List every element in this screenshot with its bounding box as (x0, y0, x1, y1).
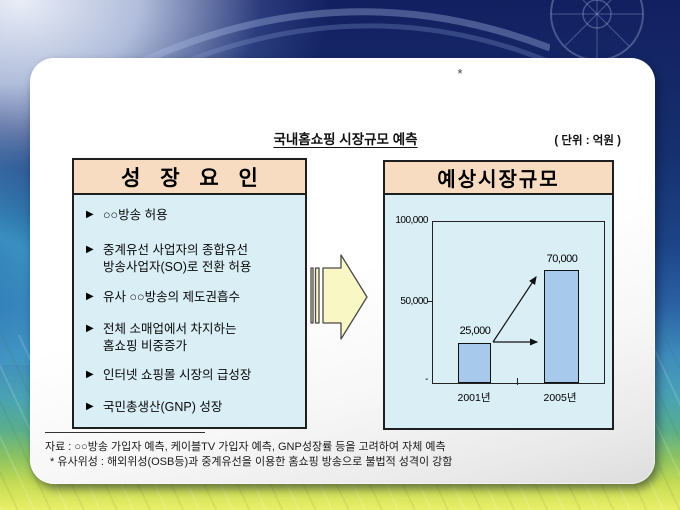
market-chart-area: 100,000 50,000 - 25,000 70,000 (385, 195, 612, 428)
market-size-header: 예상시장규모 (385, 162, 612, 195)
triangle-bullet-icon: ▶ (86, 244, 94, 255)
bar-value-label: 70,000 (546, 253, 578, 265)
y-axis-tick-label: 50,000 (400, 296, 428, 307)
list-item: ▶ 국민총생산(GNP) 성장 (86, 399, 297, 416)
bar-value-label: 25,000 (459, 325, 491, 337)
y-axis-tick-label: 100,000 (395, 215, 428, 226)
source-note: 자료 : ○○방송 가입자 예측, 케이블TV 가입자 예측, GNP성장률 등… (45, 441, 446, 453)
list-item: ▶ 인터넷 쇼핑몰 시장의 급성장 (86, 367, 297, 384)
x-axis-category-label: 2005년 (543, 392, 577, 404)
list-item: ▶ 유사 ○○방송의 제도권흡수 (86, 289, 297, 306)
list-item-line1: 전체 소매업에서 차지하는 (103, 322, 237, 336)
list-item: ▶ 중계유선 사업자의 종합유선 방송사업자(SO)로 전환 허용 (86, 242, 297, 276)
triangle-bullet-icon: ▶ (86, 369, 94, 380)
list-item: ▶ 전체 소매업에서 차지하는 홈쇼핑 비중증가 (86, 321, 297, 355)
list-item-line1: 중계유선 사업자의 종합유선 (103, 243, 248, 257)
y-axis-tick-label: - (425, 374, 428, 385)
triangle-bullet-icon: ▶ (86, 323, 94, 334)
list-item-text: 유사 ○○방송의 제도권흡수 (103, 290, 241, 304)
striped-right-arrow-icon (310, 254, 368, 340)
triangle-bullet-icon: ▶ (86, 291, 94, 302)
triangle-bullet-icon: ▶ (86, 401, 94, 412)
footnote-divider (45, 432, 205, 433)
unit-label: ( 단위 : 억원 ) (554, 135, 621, 147)
slide-note-star: * (457, 66, 463, 81)
footnote-note: * 유사위성 : 해외위성(OSB등)과 중계유선을 이용한 홈쇼핑 방송으로 … (50, 456, 453, 468)
list-item-text: 인터넷 쇼핑몰 시장의 급성장 (103, 368, 252, 382)
slide-title: 국내홈쇼핑 시장규모 예측 (273, 132, 418, 147)
growth-factors-box: 성 장 요 인 ▶ ○○방송 허용 ▶ 중계유선 사업자의 종합유선 방송사업자… (72, 158, 307, 429)
list-item: ▶ ○○방송 허용 (86, 207, 297, 224)
growth-factors-list: ▶ ○○방송 허용 ▶ 중계유선 사업자의 종합유선 방송사업자(SO)로 전환… (74, 195, 305, 416)
slide-content-panel: * 국내홈쇼핑 시장규모 예측 ( 단위 : 억원 ) 성 장 요 인 ▶ ○○… (30, 58, 655, 484)
chart-plot-area: 25,000 70,000 (432, 221, 605, 384)
x-axis-tick-mark (517, 378, 518, 385)
growth-factors-header: 성 장 요 인 (74, 160, 305, 195)
bar-2001 (458, 343, 491, 383)
list-item-line2: 방송사업자(SO)로 전환 허용 (103, 260, 252, 274)
y-axis-tick-mark (428, 301, 432, 302)
list-item-text: 국민총생산(GNP) 성장 (103, 400, 223, 414)
market-size-box: 예상시장규모 100,000 50,000 - 25,000 70,000 (383, 160, 614, 430)
list-item-text: ○○방송 허용 (103, 208, 168, 222)
list-item-line2: 홈쇼핑 비중증가 (103, 339, 187, 353)
x-axis-category-label: 2001년 (457, 392, 491, 404)
growth-annotation-arrows (492, 275, 539, 346)
list-item-text: 전체 소매업에서 차지하는 홈쇼핑 비중증가 (103, 321, 297, 355)
bar-2005 (544, 270, 579, 383)
list-item-text: 중계유선 사업자의 종합유선 방송사업자(SO)로 전환 허용 (103, 242, 297, 276)
triangle-bullet-icon: ▶ (86, 209, 94, 220)
swoosh-curves-decoration (120, 8, 550, 70)
